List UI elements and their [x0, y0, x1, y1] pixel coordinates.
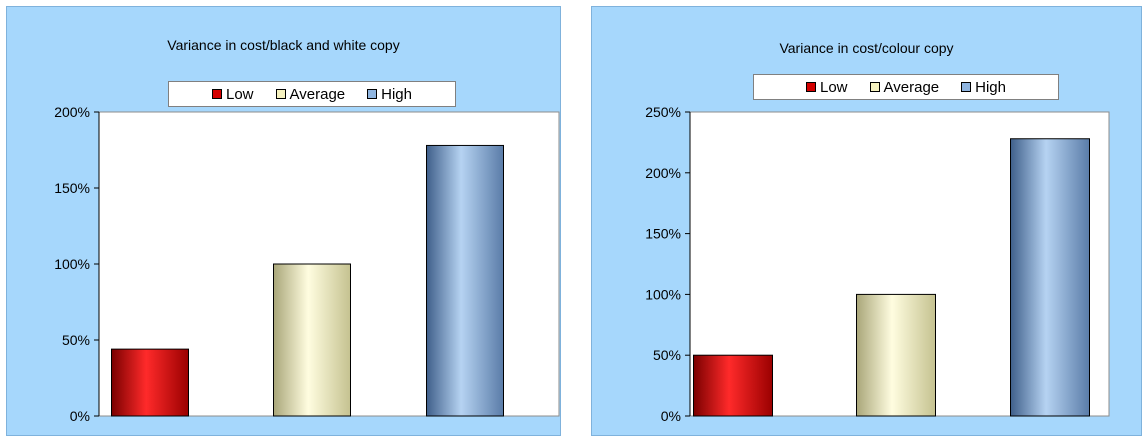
chart-panel-bw: Variance in cost/black and white copy Lo…	[6, 6, 561, 436]
bar-chart-bw: 0% 50% 100% 150% 200%	[54, 104, 560, 424]
legend-swatch-high	[961, 82, 972, 92]
chart-legend: Low Average High	[168, 81, 456, 107]
chart-title: Variance in cost/colour copy	[779, 40, 954, 56]
bar-high	[426, 144, 504, 417]
bar-high	[1010, 138, 1090, 417]
y-tick-label: 0%	[661, 408, 681, 424]
legend-item-low: Low	[806, 79, 848, 96]
y-tick-label: 100%	[645, 286, 681, 302]
legend-item-average: Average	[869, 78, 940, 96]
legend-label-low: Low	[226, 85, 254, 103]
legend-item-high: High	[961, 79, 1006, 96]
y-tick-label: 50%	[653, 347, 681, 363]
legend-label-high: High	[975, 78, 1006, 96]
y-tick-label: 0%	[70, 408, 90, 424]
legend-swatch-high	[367, 89, 378, 99]
legend-label-average: Average	[289, 85, 346, 103]
y-tick-label: 200%	[54, 104, 90, 120]
legend-item-low: Low	[212, 86, 254, 103]
legend-swatch-low	[212, 89, 222, 99]
y-tick-label: 150%	[54, 180, 90, 196]
legend-swatch-average	[275, 89, 286, 99]
legend-item-average: Average	[275, 85, 346, 103]
y-tick-label: 250%	[645, 104, 681, 120]
chart-legend: Low Average High	[753, 74, 1059, 100]
y-tick-label: 150%	[645, 226, 681, 242]
chart-panel-colour: Variance in cost/colour copy Low Average…	[591, 6, 1142, 436]
bar-low	[111, 348, 189, 417]
bar-low	[693, 354, 773, 417]
legend-swatch-low	[806, 82, 816, 92]
chart-title: Variance in cost/black and white copy	[167, 37, 400, 53]
bar-average	[856, 293, 936, 417]
legend-swatch-average	[869, 82, 880, 92]
y-tick-label: 200%	[645, 165, 681, 181]
legend-label-high: High	[381, 85, 412, 103]
y-tick-label: 100%	[54, 256, 90, 272]
y-tick-label: 50%	[62, 332, 90, 348]
bar-chart-colour: 0% 50% 100% 150% 200% 250%	[645, 104, 1110, 424]
legend-label-low: Low	[820, 78, 848, 96]
legend-item-high: High	[367, 86, 412, 103]
legend-label-average: Average	[883, 78, 940, 96]
bar-average	[273, 263, 351, 417]
